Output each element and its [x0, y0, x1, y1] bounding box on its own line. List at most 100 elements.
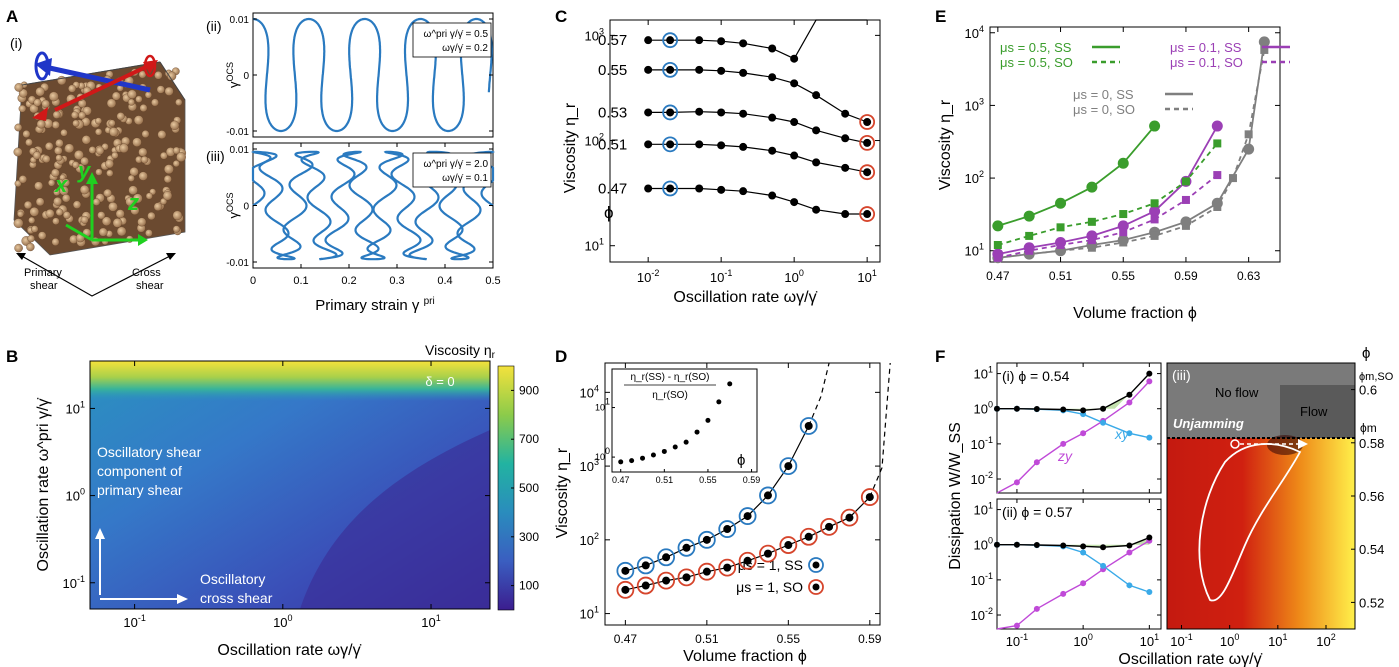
xy-point — [1146, 589, 1153, 596]
y-tick-label: 0.52 — [1359, 595, 1384, 610]
data-point — [993, 240, 1002, 249]
data-point — [682, 543, 691, 552]
subpanel-label: (ii) — [206, 18, 222, 34]
data-point — [1213, 202, 1222, 211]
particle — [81, 135, 91, 145]
y-tick-label: 103 — [965, 96, 984, 113]
inset-phi: ϕ — [737, 452, 745, 469]
inset-point — [694, 429, 700, 435]
particle — [14, 83, 24, 92]
zy-point — [1126, 399, 1133, 406]
x-tick-label: 100 — [1073, 632, 1092, 649]
x-tick-label: 0.55 — [1112, 269, 1136, 283]
inset-point — [650, 452, 656, 458]
particle — [18, 104, 27, 113]
data-marker — [616, 580, 635, 599]
y-tick-label: 102 — [585, 132, 604, 149]
y-tick-label: -0.01 — [226, 258, 249, 269]
inset-point — [640, 455, 646, 461]
y-tick-label: 10-1 — [971, 435, 993, 452]
data-marker — [657, 571, 676, 590]
ss-marker — [662, 136, 679, 153]
particle — [45, 142, 54, 151]
particle — [71, 111, 79, 119]
particle — [29, 207, 40, 217]
data-point — [841, 134, 850, 143]
particle — [62, 211, 71, 219]
y-axis-label: Viscosity η_r — [562, 102, 579, 193]
particle — [162, 191, 173, 201]
data-point — [1244, 130, 1253, 139]
particle — [172, 210, 183, 221]
xy-point — [1146, 434, 1153, 441]
data-point — [841, 210, 850, 219]
data-point — [644, 140, 653, 149]
axes-frame — [604, 362, 881, 626]
particle — [145, 229, 153, 237]
total-point — [1146, 370, 1153, 377]
data-point — [1228, 174, 1237, 183]
data-point — [743, 556, 752, 565]
particle — [172, 225, 181, 233]
data-point — [743, 512, 752, 521]
particle — [103, 188, 112, 198]
data-point — [865, 493, 874, 502]
legend-entry: ω^pri γ/γ̇ = 0.5 — [424, 29, 489, 40]
colorbar-tick-label: 300 — [519, 530, 539, 544]
flow-label: Flow — [1300, 404, 1328, 419]
legend-entry: μs = 0.1, SO — [1170, 55, 1243, 70]
zy-point — [1033, 605, 1040, 612]
y-axis-label: γOCS — [225, 192, 241, 218]
particle — [92, 198, 101, 206]
particle — [25, 138, 33, 147]
particle — [154, 71, 163, 80]
legend-entry: ω^pri γ/γ̇ = 2.0 — [424, 159, 489, 170]
data-point — [1055, 197, 1067, 209]
data-point — [841, 163, 850, 172]
particle — [116, 226, 127, 237]
divergence-line — [869, 362, 891, 498]
inset-tick-label: 0.55 — [699, 475, 717, 485]
annotation: δ = 0 — [425, 374, 454, 389]
cube-edge — [21, 61, 161, 86]
total-point — [1126, 391, 1133, 398]
total-point — [1126, 542, 1133, 549]
particle — [18, 175, 27, 184]
data-point — [768, 191, 777, 200]
series-line — [648, 187, 868, 215]
series-line — [997, 41, 1266, 259]
data-point — [1213, 171, 1222, 180]
data-point — [695, 184, 704, 193]
y-tick-label: 10-1 — [63, 574, 85, 591]
particle — [52, 110, 61, 119]
particle — [129, 167, 139, 177]
data-marker — [657, 548, 676, 567]
y-axis-label: Viscosity η_r — [554, 447, 571, 538]
particle — [14, 180, 22, 188]
flow-region — [1280, 385, 1355, 438]
xy-point — [1126, 430, 1133, 437]
data-point — [717, 37, 726, 46]
y-tick-label: 0.6 — [1359, 383, 1377, 398]
particle — [132, 137, 142, 147]
particle — [137, 217, 147, 227]
unjamming-start — [1230, 439, 1240, 449]
particle — [112, 218, 123, 228]
data-point — [768, 146, 777, 155]
legend-marker — [808, 579, 824, 595]
data-marker — [799, 417, 818, 435]
particle — [17, 210, 24, 218]
x-tick-label: 101 — [1268, 632, 1287, 649]
series-line — [648, 143, 868, 173]
dissipation-excess-region — [1063, 373, 1150, 411]
legend-entry: ωγ/γ̇ = 0.1 — [442, 173, 488, 184]
particle — [156, 85, 165, 94]
data-point — [644, 184, 653, 193]
colorbar-tick-label: 700 — [519, 432, 539, 446]
data-marker — [697, 562, 716, 581]
inset-point — [705, 417, 711, 423]
legend-entry: μs = 1, SO — [736, 579, 803, 595]
zy-point — [1146, 378, 1153, 385]
particle — [14, 243, 23, 253]
particle — [55, 139, 64, 148]
